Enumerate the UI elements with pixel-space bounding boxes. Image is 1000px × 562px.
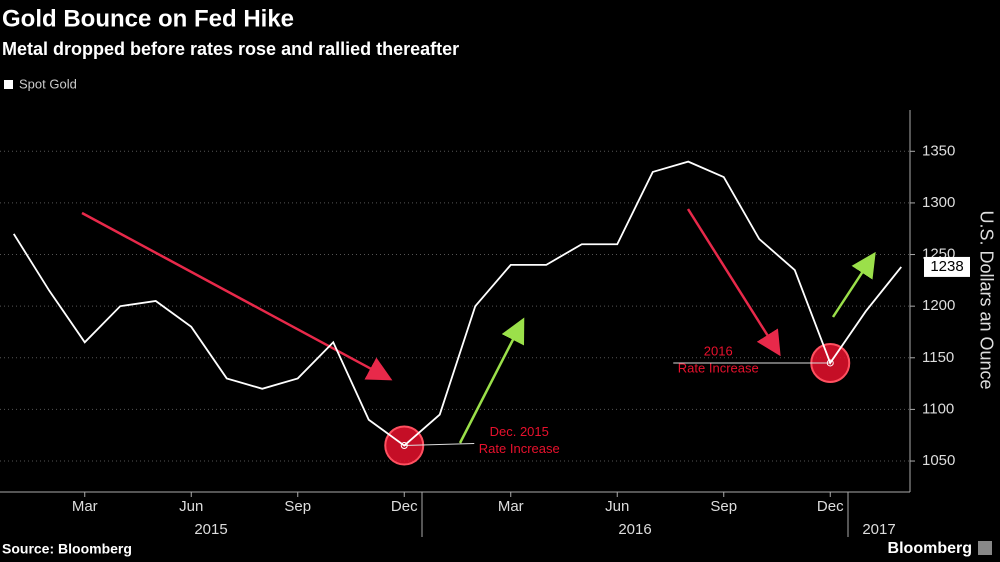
leader-line bbox=[404, 443, 475, 447]
y-tick-label: 1300 bbox=[922, 194, 955, 211]
arrow bbox=[686, 208, 781, 357]
annotation: Rate Increase bbox=[678, 360, 759, 375]
chart-subtitle: Metal dropped before rates rose and rall… bbox=[2, 39, 459, 59]
chart-title: Gold Bounce on Fed Hike bbox=[2, 5, 294, 32]
x-tick-label: Dec bbox=[391, 498, 418, 515]
y-tick-label: 1100 bbox=[922, 400, 954, 417]
y-tick-label: 1350 bbox=[922, 142, 955, 159]
y-tick-label: 1150 bbox=[922, 349, 954, 366]
arrow bbox=[81, 211, 393, 381]
legend-label: Spot Gold bbox=[19, 76, 77, 91]
x-tick-label: Jun bbox=[605, 498, 629, 515]
brand: Bloomberg bbox=[888, 540, 972, 557]
year-label: 2017 bbox=[862, 521, 895, 538]
x-tick-label: Mar bbox=[498, 498, 524, 515]
y-tick-label: 1200 bbox=[922, 297, 955, 314]
x-tick-label: Mar bbox=[72, 498, 98, 515]
brand-icon bbox=[978, 541, 992, 555]
y-tick-label: 1050 bbox=[922, 452, 955, 469]
x-tick-label: Jun bbox=[179, 498, 203, 515]
annotation: 2016 bbox=[704, 343, 733, 358]
line bbox=[12, 160, 902, 447]
leader-dot bbox=[826, 359, 834, 367]
year-label: 2016 bbox=[618, 521, 651, 538]
y-axis-label: U.S. Dollars an Ounce bbox=[976, 210, 996, 389]
last-value-box bbox=[924, 256, 970, 277]
annotation: Dec. 2015 bbox=[490, 424, 549, 439]
x-tick-label: Sep bbox=[710, 498, 737, 515]
arrow bbox=[831, 251, 876, 318]
year-label: 2015 bbox=[194, 521, 227, 538]
arrows bbox=[81, 208, 876, 444]
x-tick-label: Sep bbox=[284, 498, 311, 515]
annotation: Rate Increase bbox=[479, 441, 560, 456]
legend-swatch bbox=[4, 80, 13, 89]
x-tick-label: Dec bbox=[817, 498, 844, 515]
last-value-label: 1238 bbox=[930, 258, 963, 275]
leader-dot bbox=[400, 442, 408, 450]
source: Source: Bloomberg bbox=[2, 541, 132, 557]
arrow bbox=[458, 317, 525, 444]
